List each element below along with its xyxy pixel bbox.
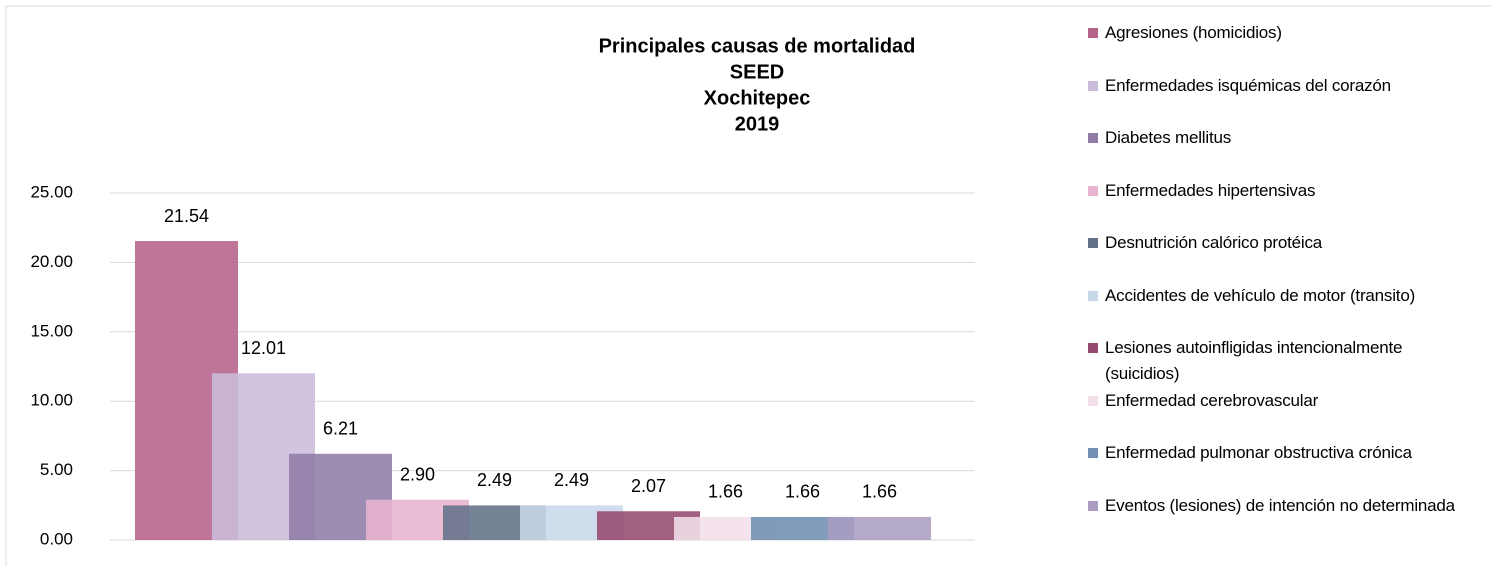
legend-item: Lesiones autoinfligidas intencionalmente… [1088,335,1473,387]
chart-border [5,5,1492,566]
chart-title: SEED [730,61,784,83]
legend-item: Enfermedad pulmonar obstructiva crónica [1088,440,1473,466]
data-label: 1.66 [708,482,743,502]
legend-swatch [1088,28,1098,38]
legend-label: Lesiones autoinfligidas intencionalmente… [1105,338,1403,383]
data-label: 6.21 [323,419,358,439]
chart-title: Principales causas de mortalidad [599,35,916,57]
legend-label: Eventos (lesiones) de intención no deter… [1105,495,1455,515]
y-tick-label: 0.00 [40,529,73,548]
data-label: 2.49 [477,470,512,490]
legend-item: Desnutrición calórico protéica [1088,230,1473,256]
data-label: 2.07 [631,476,666,496]
legend-swatch [1088,185,1098,196]
legend-label: Desnutrición calórico protéica [1105,233,1322,252]
legend-label: Accidentes de vehículo de motor (transit… [1105,285,1416,305]
legend-label: Enfermedades hipertensivas [1105,180,1316,200]
bar [828,516,931,540]
legend-swatch [1088,238,1098,248]
legend-item: Agresiones (homicidios) [1088,20,1473,46]
legend-item: Enfermedad cerebrovascular [1088,388,1473,414]
legend-swatch [1088,290,1098,301]
data-label: 2.49 [554,470,589,490]
data-label: 21.54 [164,206,209,226]
y-tick-label: 15.00 [30,321,73,340]
legend-swatch [1088,80,1098,91]
legend-swatch [1088,343,1098,353]
y-tick-label: 5.00 [40,460,73,479]
data-label: 2.90 [400,464,435,484]
chart-title: 2019 [735,113,780,135]
legend-item: Accidentes de vehículo de motor (transit… [1088,283,1473,309]
chart-title: Xochitepec [704,87,811,109]
legend-label: Enfermedad pulmonar obstructiva crónica [1105,443,1412,462]
legend-swatch [1088,448,1098,458]
y-tick-label: 20.00 [30,252,73,271]
legend-label: Enfermedades isquémicas del corazón [1105,75,1391,95]
legend-item: Eventos (lesiones) de intención no deter… [1088,493,1473,519]
legend-swatch [1088,395,1098,406]
legend-item: Enfermedades hipertensivas [1088,178,1473,204]
data-label: 12.01 [241,338,286,358]
legend-label: Enfermedad cerebrovascular [1105,390,1319,410]
data-label: 1.66 [785,482,820,502]
legend-swatch [1088,133,1098,143]
legend-label: Agresiones (homicidios) [1105,23,1282,42]
legend-item: Diabetes mellitus [1088,125,1473,151]
legend-swatch [1088,500,1098,511]
data-label: 1.66 [862,482,897,502]
legend-label: Diabetes mellitus [1105,128,1232,147]
y-tick-label: 10.00 [30,391,73,410]
legend-item: Enfermedades isquémicas del corazón [1088,73,1473,99]
y-tick-label: 25.00 [30,182,73,201]
